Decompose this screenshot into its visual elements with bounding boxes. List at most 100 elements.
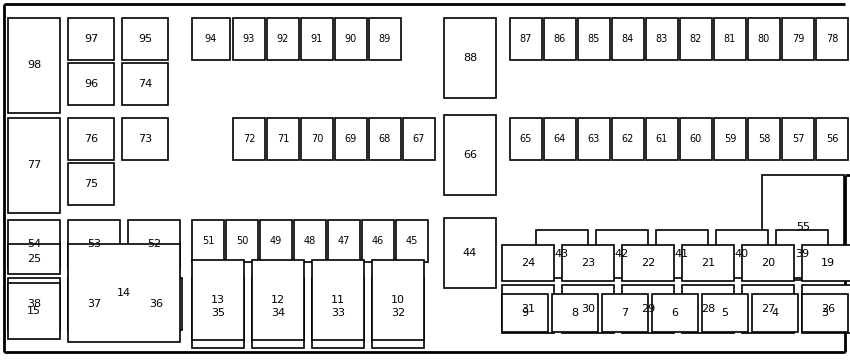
Text: 72: 72	[243, 134, 255, 144]
Text: 37: 37	[87, 299, 101, 309]
Text: 88: 88	[463, 53, 477, 63]
Bar	[680, 118, 712, 160]
Text: 14: 14	[117, 288, 131, 298]
Text: 55: 55	[796, 222, 810, 233]
Text: 62: 62	[622, 134, 634, 144]
Bar	[8, 220, 60, 268]
Text: 63: 63	[588, 134, 600, 144]
Text: 79: 79	[792, 34, 804, 44]
Text: 85: 85	[588, 34, 600, 44]
Text: 93: 93	[243, 34, 255, 44]
Text: 96: 96	[84, 79, 98, 89]
Bar	[682, 245, 734, 281]
Bar	[622, 245, 674, 281]
Text: 67: 67	[413, 134, 425, 144]
Text: 13: 13	[211, 295, 225, 305]
Text: 49: 49	[269, 236, 282, 246]
Bar	[130, 278, 182, 330]
Text: 57: 57	[791, 134, 804, 144]
Bar	[396, 220, 428, 262]
Text: 26: 26	[821, 304, 835, 314]
Bar	[578, 118, 610, 160]
Text: 27: 27	[761, 304, 775, 314]
Text: 34: 34	[271, 308, 285, 318]
Text: 50: 50	[235, 236, 248, 246]
Text: 76: 76	[84, 134, 98, 144]
Bar	[335, 18, 367, 60]
Bar	[602, 294, 648, 332]
Bar	[233, 18, 265, 60]
Bar	[8, 278, 60, 330]
Bar	[372, 260, 424, 340]
Bar	[682, 285, 734, 333]
Text: 78: 78	[826, 34, 838, 44]
Bar	[68, 118, 114, 160]
Bar	[776, 230, 828, 278]
Bar	[502, 294, 548, 332]
Bar	[267, 18, 299, 60]
Text: 98: 98	[27, 60, 41, 71]
Text: 7: 7	[621, 308, 628, 318]
Bar	[192, 260, 244, 340]
Text: 60: 60	[690, 134, 702, 144]
Bar	[544, 118, 576, 160]
Text: 31: 31	[521, 304, 535, 314]
Bar	[260, 220, 292, 262]
Bar	[782, 18, 814, 60]
Bar	[301, 118, 333, 160]
Bar	[68, 163, 114, 205]
Bar	[128, 220, 180, 268]
Bar	[562, 245, 614, 281]
Text: 51: 51	[201, 236, 214, 246]
Text: 87: 87	[520, 34, 532, 44]
Bar	[578, 18, 610, 60]
Text: 46: 46	[371, 236, 384, 246]
Text: 52: 52	[147, 239, 161, 249]
Text: 4: 4	[772, 308, 779, 318]
Bar	[742, 245, 794, 281]
Text: 77: 77	[27, 161, 41, 171]
Text: 91: 91	[311, 34, 323, 44]
Text: 35: 35	[211, 308, 225, 318]
Bar	[502, 245, 554, 281]
Bar	[714, 18, 746, 60]
Bar	[510, 18, 542, 60]
Text: 73: 73	[138, 134, 152, 144]
Text: 5: 5	[722, 308, 728, 318]
Bar	[122, 63, 168, 105]
Text: 83: 83	[656, 34, 668, 44]
Text: 9: 9	[521, 308, 529, 318]
Text: 39: 39	[795, 249, 809, 259]
Text: 82: 82	[690, 34, 702, 44]
Bar	[562, 285, 614, 333]
Bar	[312, 260, 364, 340]
Bar	[335, 118, 367, 160]
Text: 80: 80	[758, 34, 770, 44]
Text: 29: 29	[641, 304, 655, 314]
Text: 53: 53	[87, 239, 101, 249]
Bar	[622, 285, 674, 333]
Bar	[122, 18, 168, 60]
Bar	[8, 18, 60, 113]
Bar	[369, 18, 401, 60]
Bar	[294, 220, 326, 262]
Bar	[372, 278, 424, 348]
Bar	[716, 230, 768, 278]
Text: 65: 65	[520, 134, 532, 144]
Bar	[68, 220, 120, 268]
Text: 41: 41	[675, 249, 689, 259]
Text: 75: 75	[84, 179, 98, 189]
Bar	[680, 18, 712, 60]
Text: 59: 59	[724, 134, 736, 144]
Bar	[802, 294, 848, 332]
Text: 66: 66	[463, 150, 477, 160]
Bar	[192, 18, 230, 60]
Bar	[762, 175, 844, 280]
Text: 69: 69	[345, 134, 357, 144]
Text: 94: 94	[205, 34, 217, 44]
Bar	[328, 220, 360, 262]
Bar	[233, 118, 265, 160]
Bar	[68, 18, 114, 60]
Text: 74: 74	[138, 79, 152, 89]
Bar	[816, 18, 848, 60]
